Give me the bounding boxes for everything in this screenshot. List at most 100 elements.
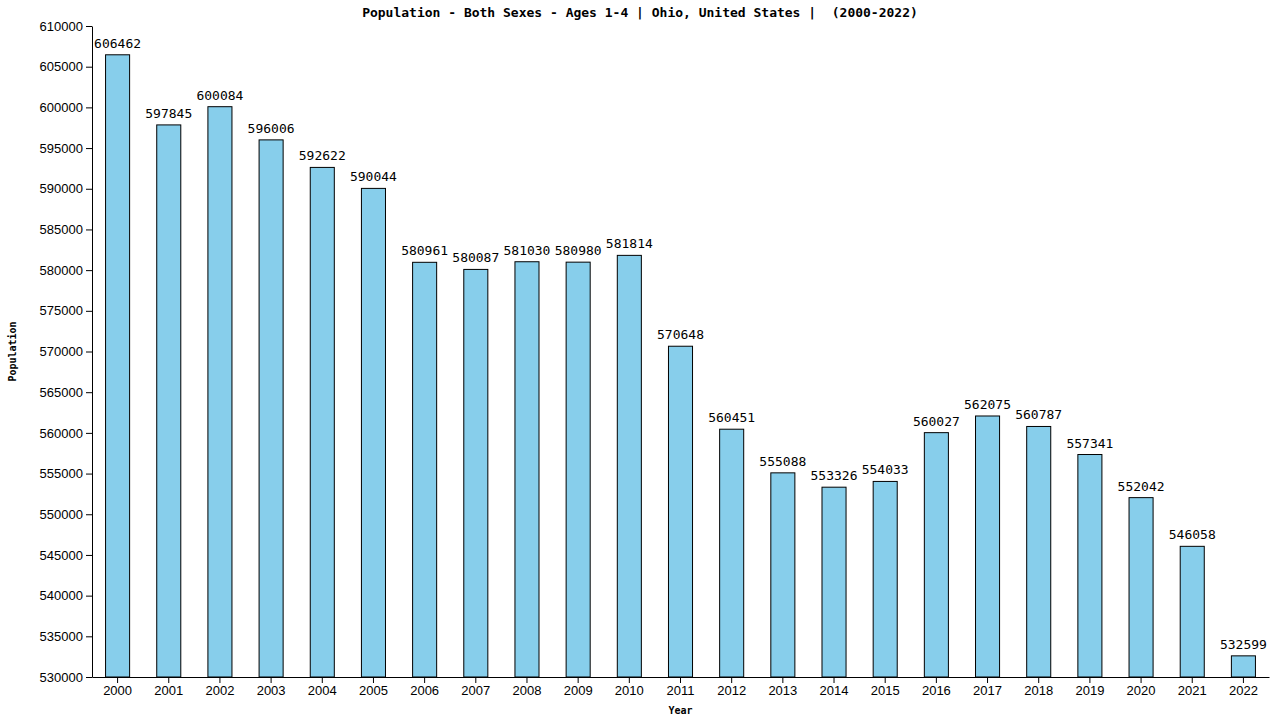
x-tick-mark <box>117 677 118 683</box>
x-tick-mark <box>578 677 579 683</box>
y-tick: 590000 <box>40 181 92 196</box>
x-tick: 2007 <box>461 677 490 698</box>
y-tick-label: 540000 <box>40 588 83 603</box>
x-tick-mark <box>271 677 272 683</box>
y-tick: 540000 <box>40 588 92 603</box>
y-tick-mark <box>86 677 92 678</box>
x-tick-mark <box>424 677 425 683</box>
x-tick-label: 2016 <box>922 683 951 698</box>
y-tick-label: 600000 <box>40 100 83 115</box>
data-label: 552042 <box>1118 479 1165 494</box>
y-tick-label: 575000 <box>40 303 83 318</box>
y-tick-mark <box>86 67 92 68</box>
y-tick: 595000 <box>40 141 92 156</box>
y-tick-label: 595000 <box>40 141 83 156</box>
bar <box>208 107 232 677</box>
x-tick: 2003 <box>257 677 286 698</box>
y-tick-label: 585000 <box>40 222 83 237</box>
x-tick-label: 2012 <box>717 683 746 698</box>
x-tick-mark <box>1038 677 1039 683</box>
bar <box>106 55 130 677</box>
x-tick: 2008 <box>513 677 542 698</box>
x-tick-mark <box>1243 677 1244 683</box>
bar <box>413 262 437 677</box>
data-labels: 6064625978456000845960065926225900445809… <box>94 36 1267 652</box>
bar <box>976 416 1000 677</box>
data-label: 562075 <box>964 397 1011 412</box>
data-label: 597845 <box>145 106 192 121</box>
x-tick: 2014 <box>820 677 849 698</box>
data-label: 560027 <box>913 414 960 429</box>
x-tick: 2019 <box>1075 677 1104 698</box>
y-tick: 575000 <box>40 303 92 318</box>
y-tick: 560000 <box>40 426 92 441</box>
y-tick-mark <box>86 229 92 230</box>
y-tick-label: 610000 <box>40 19 83 34</box>
y-tick: 550000 <box>40 507 92 522</box>
x-tick: 2012 <box>717 677 746 698</box>
y-tick-label: 550000 <box>40 507 83 522</box>
y-tick-label: 605000 <box>40 59 83 74</box>
x-tick: 2017 <box>973 677 1002 698</box>
data-label: 560451 <box>708 410 755 425</box>
x-axis-title: Year <box>668 705 692 716</box>
bar <box>566 262 590 677</box>
x-tick-label: 2014 <box>820 683 849 698</box>
bar <box>873 481 897 677</box>
y-tick-mark <box>86 433 92 434</box>
x-tick-label: 2013 <box>768 683 797 698</box>
x-tick: 2001 <box>154 677 183 698</box>
x-tick-mark <box>834 677 835 683</box>
x-tick-mark <box>1089 677 1090 683</box>
data-label: 560787 <box>1015 407 1062 422</box>
data-label: 580087 <box>452 250 499 265</box>
chart: 5300005350005400005450005500005550005600… <box>0 0 1280 720</box>
x-tick-mark <box>629 677 630 683</box>
y-tick-mark <box>86 514 92 515</box>
x-tick: 2006 <box>410 677 439 698</box>
data-label: 580961 <box>401 243 448 258</box>
bar <box>361 188 385 677</box>
y-axis-title: Population <box>7 321 18 381</box>
x-tick: 2022 <box>1229 677 1258 698</box>
bar <box>1129 498 1153 677</box>
x-tick-mark <box>782 677 783 683</box>
x-tick-label: 2021 <box>1178 683 1207 698</box>
x-tick-label: 2004 <box>308 683 337 698</box>
y-tick: 610000 <box>40 19 92 34</box>
data-label: 590044 <box>350 169 397 184</box>
y-tick: 585000 <box>40 222 92 237</box>
x-tick-label: 2011 <box>667 683 695 698</box>
bar <box>1180 546 1204 677</box>
x-tick-mark <box>219 677 220 683</box>
y-tick: 535000 <box>40 629 92 644</box>
x-tick-mark <box>731 677 732 683</box>
data-label: 592622 <box>299 148 346 163</box>
y-tick-mark <box>86 392 92 393</box>
bar <box>464 269 488 677</box>
y-axis: 5300005350005400005450005500005550005600… <box>40 19 93 685</box>
data-label: 532599 <box>1220 637 1267 652</box>
x-tick-mark <box>936 677 937 683</box>
y-tick-label: 590000 <box>40 181 83 196</box>
data-label: 606462 <box>94 36 141 51</box>
x-tick: 2002 <box>205 677 234 698</box>
y-tick-mark <box>86 148 92 149</box>
bar <box>720 429 744 677</box>
y-axis-line <box>92 27 93 678</box>
y-tick: 565000 <box>40 385 92 400</box>
x-tick-label: 2017 <box>973 683 1002 698</box>
x-tick: 2021 <box>1178 677 1207 698</box>
bar <box>1027 426 1051 677</box>
y-tick-mark <box>86 555 92 556</box>
bar <box>668 346 692 677</box>
bar <box>822 487 846 677</box>
x-tick-mark <box>1192 677 1193 683</box>
x-tick-label: 2022 <box>1229 683 1258 698</box>
x-tick: 2004 <box>308 677 337 698</box>
y-tick-mark <box>86 596 92 597</box>
data-label: 580980 <box>555 243 602 258</box>
y-tick: 530000 <box>40 670 92 685</box>
y-tick-label: 555000 <box>40 466 83 481</box>
x-axis: 2000200120022003200420052006200720082009… <box>93 677 1270 698</box>
